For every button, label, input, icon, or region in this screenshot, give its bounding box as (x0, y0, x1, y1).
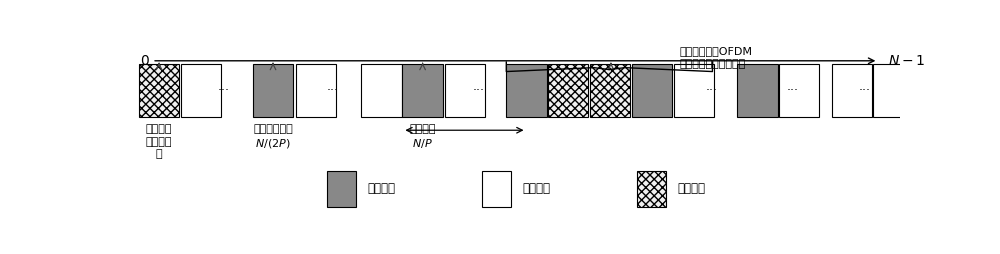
Text: ···: ··· (472, 84, 484, 97)
Bar (779, 64, 819, 117)
Text: 起始导频位置
$N/(2P)$: 起始导频位置 $N/(2P)$ (253, 124, 293, 150)
Text: ···: ··· (706, 84, 718, 97)
Text: 保护符号占据OFDM
符号中心位置的子载波: 保护符号占据OFDM 符号中心位置的子载波 (679, 46, 752, 69)
Bar (296, 64, 336, 117)
Bar (590, 64, 630, 117)
Bar (632, 64, 672, 117)
Text: 数据符号: 数据符号 (523, 182, 551, 195)
Bar (445, 64, 485, 117)
Text: ···: ··· (217, 84, 229, 97)
Bar (737, 64, 778, 117)
Bar (832, 64, 872, 117)
Text: ···: ··· (859, 84, 871, 97)
Text: 0: 0 (140, 54, 149, 68)
Bar (873, 64, 913, 117)
Bar (506, 64, 547, 117)
Bar (674, 64, 714, 117)
Bar (402, 64, 443, 117)
Text: 保护符号: 保护符号 (678, 182, 706, 195)
Bar (548, 64, 588, 117)
Text: 子载波填
充保护符
号: 子载波填 充保护符 号 (146, 124, 172, 159)
Bar (253, 64, 293, 117)
Bar (181, 64, 221, 117)
Bar (361, 64, 402, 117)
Text: ···: ··· (787, 84, 799, 97)
Text: ···: ··· (327, 84, 339, 97)
Bar (482, 171, 511, 207)
Text: $N-1$: $N-1$ (888, 54, 925, 68)
Text: 导频符号: 导频符号 (368, 182, 396, 195)
Bar (637, 171, 666, 207)
Text: 导频间隔
$N/P$: 导频间隔 $N/P$ (409, 124, 436, 150)
Bar (139, 64, 179, 117)
Bar (326, 171, 356, 207)
